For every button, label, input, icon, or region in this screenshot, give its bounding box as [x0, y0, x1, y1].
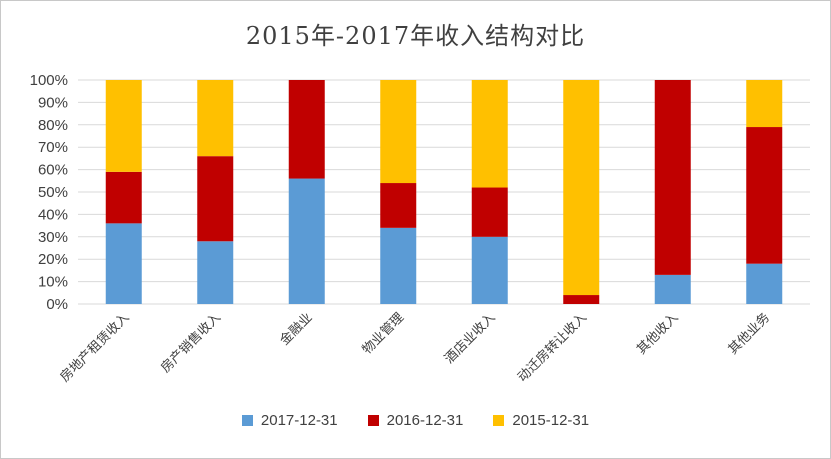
bar-segment: [654, 80, 691, 275]
y-tick-label: 20%: [38, 251, 68, 268]
bar-segment: [105, 223, 142, 304]
y-tick-label: 50%: [38, 184, 68, 201]
bar-segment: [563, 295, 600, 304]
y-tick-label: 80%: [38, 117, 68, 134]
legend-item: 2015-12-31: [493, 412, 589, 429]
x-tick-label: 酒店业收入: [442, 310, 499, 367]
legend-label: 2017-12-31: [260, 412, 338, 429]
legend-swatch: [493, 415, 505, 426]
bar-segment: [471, 80, 508, 188]
bar-segment: [746, 80, 783, 128]
bar-segment: [380, 227, 417, 304]
bar-segment: [105, 80, 142, 172]
x-tick-label: 动迁房转让收入: [514, 310, 590, 386]
y-tick-label: 0%: [46, 296, 68, 313]
y-tick-label: 70%: [38, 139, 68, 156]
legend-item: 2017-12-31: [241, 412, 338, 429]
bar-segment: [746, 263, 783, 304]
x-tick-label: 金融业: [277, 310, 316, 349]
y-tick-label: 100%: [30, 72, 68, 89]
legend-label: 2015-12-31: [512, 412, 590, 429]
bar-segment: [380, 80, 417, 184]
chart-legend: 2017-12-31 2016-12-31 2015-12-31: [0, 412, 831, 429]
x-tick-label: 其他收入: [634, 310, 681, 357]
y-tick-label: 60%: [38, 162, 68, 179]
bar-segment: [654, 274, 691, 304]
chart-title: 2015年-2017年收入结构对比: [245, 22, 586, 50]
bar-segment: [471, 187, 508, 237]
bar-segment: [288, 80, 325, 179]
bar-segment: [105, 171, 142, 224]
y-tick-label: 90%: [38, 94, 68, 111]
bar-segment: [471, 236, 508, 304]
legend-swatch: [367, 415, 379, 426]
x-tick-label: 房产销售收入: [158, 310, 224, 376]
bar-segment: [563, 80, 600, 296]
bar-segment: [197, 241, 234, 304]
bar-segment: [197, 156, 234, 242]
y-tick-label: 40%: [38, 206, 68, 223]
bar-segment: [288, 178, 325, 304]
x-tick-label: 其他业务: [725, 310, 773, 358]
legend-swatch: [241, 415, 253, 426]
bar-segment: [197, 80, 234, 157]
legend-label: 2016-12-31: [386, 412, 464, 429]
x-tick-label: 物业管理: [360, 310, 407, 357]
x-tick-label: 房地产租赁收入: [57, 310, 133, 386]
bar-segment: [746, 127, 783, 264]
bar-segment: [380, 183, 417, 228]
y-tick-label: 30%: [38, 229, 68, 246]
legend-item: 2016-12-31: [367, 412, 464, 429]
y-tick-label: 10%: [38, 274, 68, 291]
